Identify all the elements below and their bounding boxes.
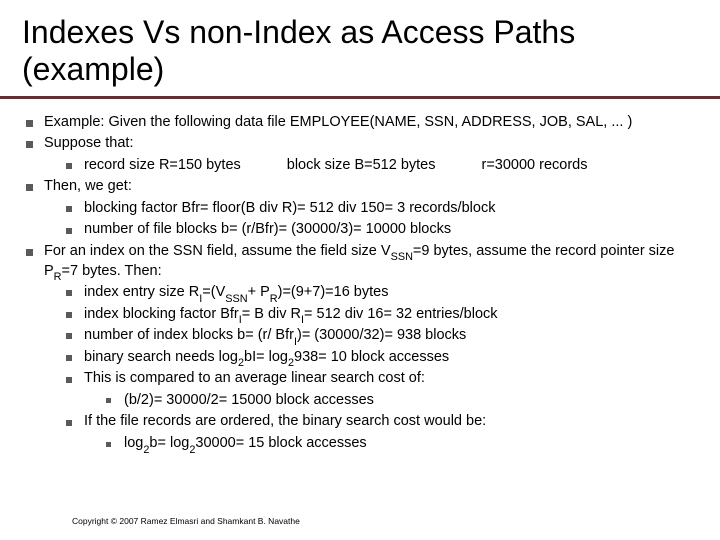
- t: 30000= 15 block accesses: [195, 435, 366, 451]
- t: )= (30000/32)= 938 blocks: [297, 327, 466, 343]
- t: b= log: [149, 435, 189, 451]
- bullet-if-ordered: If the file records are ordered, the bin…: [62, 412, 700, 453]
- t: + P: [248, 284, 270, 300]
- bullet-bfr: blocking factor Bfr= floor(B div R)= 512…: [62, 199, 700, 219]
- bullet-params: record size R=150 bytes block size B=512…: [62, 156, 700, 176]
- t: index blocking factor Bfr: [84, 306, 239, 322]
- t: log: [124, 435, 143, 451]
- sub: 2: [238, 357, 244, 369]
- t: = B div R: [242, 306, 301, 322]
- t: )=(9+7)=16 bytes: [278, 284, 389, 300]
- t: For an index on the SSN field, assume th…: [44, 243, 391, 259]
- param-record-size: record size R=150 bytes: [84, 156, 241, 176]
- slide-title: Indexes Vs non-Index as Access Paths (ex…: [0, 0, 720, 99]
- t: =7 bytes. Then:: [62, 263, 162, 279]
- sub: I: [294, 336, 297, 348]
- sub: 2: [288, 357, 294, 369]
- sub: 2: [143, 444, 149, 456]
- t: =(V: [202, 284, 225, 300]
- param-records: r=30000 records: [481, 156, 587, 176]
- sub-ssn: SSN: [391, 251, 413, 263]
- sub: I: [239, 314, 242, 326]
- t: index entry size R: [84, 284, 199, 300]
- sub: I: [301, 314, 304, 326]
- bullet-example: Example: Given the following data file E…: [22, 113, 700, 133]
- bullet-index-bfr: index blocking factor BfrI= B div RI= 51…: [62, 305, 700, 325]
- bullet-index-blocks: number of index blocks b= (r/ BfrI)= (30…: [62, 326, 700, 346]
- bullet-then: Then, we get: blocking factor Bfr= floor…: [22, 177, 700, 240]
- sub: R: [270, 293, 278, 305]
- bullet-binary-search: binary search needs log2bI= log2938= 10 …: [62, 348, 700, 368]
- param-block-size: block size B=512 bytes: [287, 156, 436, 176]
- bullet-linear-cost: (b/2)= 30000/2= 15000 block accesses: [102, 391, 700, 411]
- sub: 2: [189, 444, 195, 456]
- t: number of index blocks b= (r/ Bfr: [84, 327, 294, 343]
- text: Then, we get:: [44, 178, 132, 194]
- copyright-text: Copyright © 2007 Ramez Elmasri and Shamk…: [72, 516, 300, 526]
- slide-body: Example: Given the following data file E…: [0, 99, 720, 454]
- t: binary search needs log: [84, 349, 238, 365]
- t: 938= 10 block accesses: [294, 349, 449, 365]
- t: This is compared to an average linear se…: [84, 370, 425, 386]
- bullet-suppose: Suppose that: record size R=150 bytes bl…: [22, 134, 700, 175]
- bullet-compared: This is compared to an average linear se…: [62, 369, 700, 410]
- sub-r: R: [54, 271, 62, 283]
- t: If the file records are ordered, the bin…: [84, 413, 486, 429]
- sub: I: [199, 293, 202, 305]
- text: Suppose that:: [44, 135, 134, 151]
- sub: SSN: [225, 293, 247, 305]
- bullet-index-assume: For an index on the SSN field, assume th…: [22, 242, 700, 454]
- t: bI= log: [244, 349, 288, 365]
- bullet-blocks: number of file blocks b= (r/Bfr)= (30000…: [62, 220, 700, 240]
- bullet-ordered-cost: log2b= log230000= 15 block accesses: [102, 434, 700, 454]
- t: = 512 div 16= 32 entries/block: [304, 306, 497, 322]
- bullet-index-entry: index entry size RI=(VSSN+ PR)=(9+7)=16 …: [62, 283, 700, 303]
